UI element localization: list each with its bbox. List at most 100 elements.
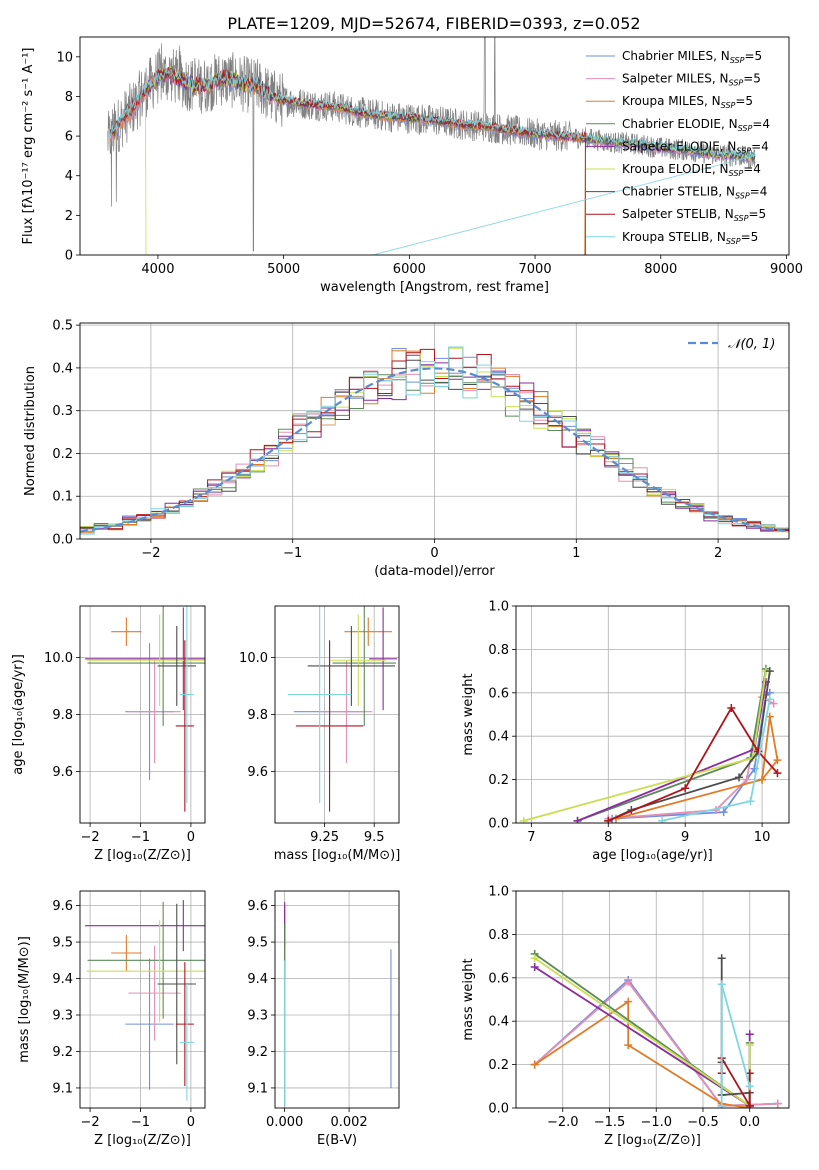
series-marker (754, 747, 763, 756)
legend-label-sub: SSP (736, 146, 751, 155)
x-tick-label: −2 (80, 1115, 99, 1130)
y-axis-label: mass [log₁₀(M/M⊙)] (17, 936, 32, 1063)
series-marker (719, 808, 728, 817)
y-tick-label: 1.0 (488, 885, 509, 900)
y-tick-label: 10.0 (44, 651, 73, 666)
plot-area (85, 606, 205, 812)
gaussian-curve (80, 367, 789, 533)
axes: −2 −1 0 9.6 9.8 10.0 Z [log₁₀(Z/Z⊙)] age [log₁₀… (11, 605, 206, 863)
series-marker (769, 699, 778, 708)
y-tick-label: 9.3 (247, 1009, 268, 1024)
y-tick-label: 0.6 (488, 686, 509, 701)
legend-label-base: Chabrier STELIB, N (622, 185, 735, 199)
series-line (534, 957, 751, 1108)
axes: 4000 5000 6000 7000 8000 9000 0 2 4 6 8 10 wavelengt… (21, 36, 803, 295)
x-tick-label: 0 (187, 830, 195, 845)
legend-label-sub: SSP (721, 101, 736, 110)
legend-label: 𝒩(0, 1) (728, 337, 775, 352)
legend-label-tail: =5 (748, 207, 766, 221)
x-tick-label: 0.0 (739, 1115, 760, 1130)
x-tick-label: 1 (572, 546, 580, 561)
x-tick-label: 10 (754, 830, 771, 845)
x-tick-label: −1 (131, 1115, 150, 1130)
legend-label: Chabrier MILES, NSSP=5 (622, 49, 762, 65)
plot-area (80, 346, 789, 535)
x-tick-label: 9.25 (310, 830, 339, 845)
y-tick-label: 9.8 (52, 708, 73, 723)
model-line (109, 69, 756, 255)
axes-frame (79, 322, 790, 540)
legend-label-sub: SSP (735, 192, 750, 201)
y-tick-label: 0.0 (488, 1102, 509, 1117)
plot-area (287, 606, 398, 812)
legend-label: Kroupa ELODIE, NSSP=4 (622, 162, 761, 178)
legend-label: Salpeter ELODIE, NSSP=4 (622, 139, 769, 155)
legend-label-tail: =5 (741, 230, 759, 244)
series-marker (624, 978, 633, 987)
model-line (109, 66, 586, 255)
series-marker (624, 997, 633, 1006)
legend-label: Chabrier ELODIE, NSSP=4 (622, 117, 770, 133)
x-tick-label: −1 (131, 830, 150, 845)
x-axis-label: Z [log₁₀(Z/Z⊙)] (94, 1133, 191, 1148)
y-axis-label: Normed distribution (23, 366, 38, 496)
y-tick-label: 0.8 (488, 928, 509, 943)
series-marker (745, 1101, 754, 1108)
y-tick-label: 0.4 (52, 361, 73, 376)
y-tick-label: 9.1 (52, 1081, 73, 1096)
axes: −2.0 −1.5 −1.0 −0.5 0.0 0.0 0.2 0.4 0.6 0.8 1.0 Z [… (461, 885, 790, 1148)
axes: 7 8 9 10 0.0 0.2 0.4 0.6 0.8 1.0 age [log₁₀(age/yr… (461, 600, 790, 863)
series-marker (604, 816, 613, 823)
histogram-step (80, 346, 789, 535)
axes: 9.25 9.5 9.6 9.8 10.0 mass [log₁₀(M/M⊙)] (239, 605, 400, 863)
legend-label-sub: SSP (738, 124, 753, 133)
y-axis-label: mass weight (461, 958, 476, 1040)
x-tick-label: 6000 (393, 262, 426, 277)
y-tick-label: 10.0 (239, 651, 268, 666)
chart-mass_weight_vs_Z: −2.0 −1.5 −1.0 −0.5 0.0 0.0 0.2 0.4 0.6 0.8 1.0 Z [… (461, 885, 790, 1148)
grid (275, 606, 399, 823)
x-tick-label: −2 (141, 546, 160, 561)
chart-residuals: −2 −1 0 1 2 0.0 0.1 0.2 0.3 0.4 0.5 (data-model)/er… (23, 319, 790, 579)
legend-label-sub: SSP (729, 79, 744, 88)
series-marker (765, 695, 774, 704)
legend-label-base: Salpeter ELODIE, N (622, 139, 736, 153)
series-marker (658, 816, 667, 823)
y-tick-label: 8 (65, 90, 73, 105)
legend-label: Kroupa STELIB, NSSP=5 (622, 230, 758, 246)
y-tick-label: 9.6 (52, 899, 73, 914)
x-tick-label: 7000 (519, 262, 552, 277)
series-line (720, 1054, 751, 1108)
x-tick-label: −1.5 (594, 1115, 626, 1130)
y-tick-label: 0.2 (488, 773, 509, 788)
series-marker (681, 784, 690, 793)
series-marker (530, 962, 539, 971)
y-tick-label: 9.8 (247, 708, 268, 723)
legend-label-sub: SSP (730, 56, 745, 65)
figure-title: PLATE=1209, MJD=52674, FIBERID=0393, z=0… (227, 14, 640, 33)
plot-area (284, 901, 392, 1107)
series-marker (745, 1069, 754, 1078)
plot-area (107, 37, 756, 255)
y-tick-label: 0.4 (488, 730, 509, 745)
legend-label-base: Chabrier ELODIE, N (622, 117, 738, 131)
y-tick-label: 4 (65, 169, 73, 184)
legend-label-tail: =5 (743, 72, 761, 86)
series-marker (519, 816, 528, 823)
grid (275, 891, 399, 1108)
legend-label: Chabrier STELIB, NSSP=4 (622, 185, 767, 201)
y-tick-label: 9.6 (247, 765, 268, 780)
y-tick-label: 9.5 (52, 936, 73, 951)
x-tick-label: 0 (187, 1115, 195, 1130)
legend-label-tail: =5 (735, 94, 753, 108)
y-tick-label: 0.2 (52, 447, 73, 462)
series-marker (773, 1099, 782, 1108)
legend-label-tail: =4 (751, 139, 769, 153)
y-tick-label: 0.0 (52, 533, 73, 548)
series-marker (717, 954, 726, 963)
chart-mass_weight_vs_age: 7 8 9 10 0.0 0.2 0.4 0.6 0.8 1.0 age [log₁₀(age/yr… (461, 600, 790, 863)
x-tick-label: 2 (714, 546, 722, 561)
x-tick-label: 9000 (770, 262, 803, 277)
x-tick-label: 9.5 (364, 830, 385, 845)
